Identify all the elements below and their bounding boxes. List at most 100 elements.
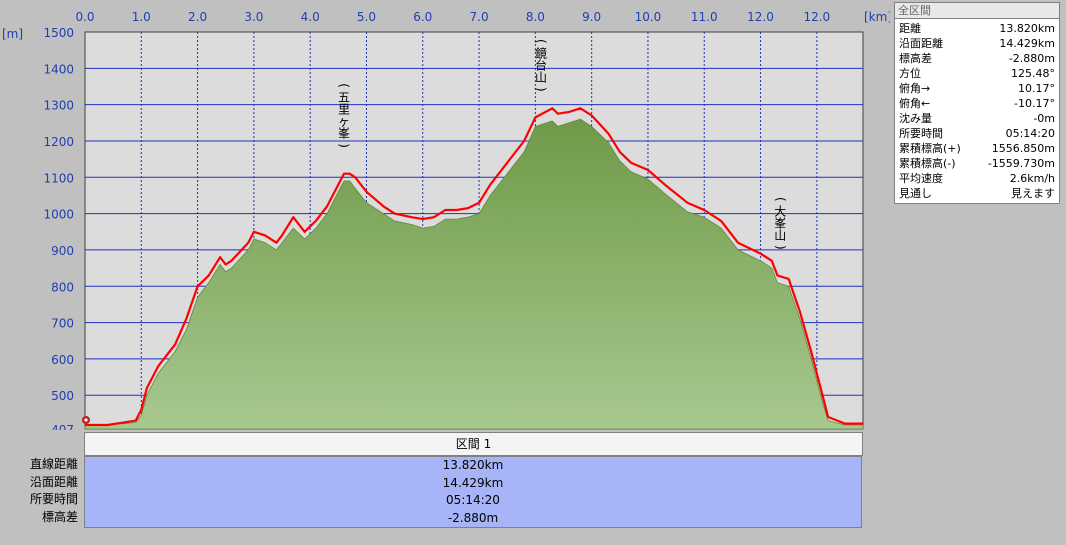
peak-label-char: 台 [535,57,547,72]
y-axis-ticks: 1500 1400 1300 1200 1100 1000 900 800 700 600 500 4… [43,26,74,430]
peak-label-char: ) [534,87,548,92]
summary-row-label: 累積標高(+) [899,142,961,155]
x-tick-label: 5.0 [357,10,376,24]
y-unit-label: [m] [2,27,23,41]
summary-row: 平均速度 2.6km/h [899,171,1055,186]
section-label: 標高差 [41,509,78,524]
terrain-fill [84,118,864,430]
summary-row-value: -0m [1033,112,1055,125]
peak-label-char: 山 [535,70,547,84]
x-tick-label: 1.0 [132,10,151,24]
route-path [85,107,863,427]
summary-row-value: 14.429km [999,37,1055,50]
summary-row-value: -1559.730m [987,157,1055,170]
y-tick-label: 500 [51,389,74,403]
y-tick-label: 1400 [43,62,74,76]
summary-row: 沈み量 -0m [899,111,1055,126]
y-tick-label: 1500 [43,26,74,40]
section-header[interactable]: 区間 1 [84,432,863,456]
summary-row: 所要時間 05:14:20 [899,126,1055,141]
summary-row: 沿面距離 14.429km [899,36,1055,51]
summary-row: 累積標高(-) -1559.730m [899,156,1055,171]
peak-label-char: ) [773,245,787,250]
section-value: 13.820km [442,458,504,472]
peak-label-char: ( [337,83,351,88]
y-tick-label: 600 [51,353,74,367]
peak-label-char: 峯 [774,216,786,230]
x-tick-label: 2.0 [188,10,207,24]
section-label: 所要時間 [29,492,78,506]
summary-row: 距離 13.820km [899,21,1055,36]
summary-row: 累積標高(+) 1556.850m [899,141,1055,156]
summary-row: 標高差 -2.880m [899,51,1055,66]
peak-label-char: 里 [338,103,350,117]
start-marker-icon [82,416,90,424]
section-label: 直線距離 [29,457,78,471]
x-tick-label: 8.0 [526,10,545,24]
summary-row-value: 125.48° [1011,67,1055,80]
summary-row-label: 標高差 [899,52,932,65]
summary-row-label: 沈み量 [899,112,932,125]
x-tick-label: 7.0 [470,10,489,24]
y-tick-label: 800 [51,280,74,294]
y-tick-label: 1100 [43,171,74,185]
x-tick-label: 10.0 [635,10,662,24]
peak-label-char: ( [773,197,787,202]
x-tick-label: 12.0 [747,10,774,24]
x-tick-label: 0.0 [75,10,94,24]
summary-row-label: 累積標高(-) [899,157,956,170]
peak-label-char: ) [337,143,351,148]
summary-row-value: -2.880m [1008,52,1055,65]
summary-row: 俯角← -10.17° [899,96,1055,111]
summary-row-label: 方位 [899,67,921,80]
y-tick-label: 1000 [43,208,74,222]
section-value: 14.429km [442,475,504,490]
summary-row-label: 所要時間 [899,127,943,140]
section-label: 沿面距離 [29,474,78,489]
summary-row-value: 1556.850m [991,142,1055,155]
summary-row-value: 13.820km [999,22,1055,35]
summary-row: 方位 125.48° [899,66,1055,81]
y-tick-label: 1200 [43,135,74,149]
x-tick-label: 4.0 [301,10,320,24]
section-row-labels: 直線距離沿面距離所要時間標高差 [0,456,78,526]
summary-row: 俯角→ 10.17° [899,81,1055,96]
section-value: -2.880m [447,510,499,525]
x-tick-label: 11.0 [691,10,718,24]
peak-label-char: 峯 [338,127,350,141]
summary-row: 見通し 見えます [899,186,1055,201]
y-tick-label: 700 [51,317,74,331]
peak-label-char: 鏡 [535,45,547,60]
x-tick-label: 9.0 [582,10,601,24]
summary-row-label: 距離 [899,22,921,35]
terrain-area [84,118,864,430]
summary-row-label: 沿面距離 [899,37,943,50]
summary-row-label: 平均速度 [899,172,943,185]
y-tick-label: 1300 [43,99,74,113]
y-tick-label: 407 [51,423,74,430]
summary-row-label: 俯角← [899,97,931,110]
summary-row-value: 見えます [1011,187,1055,200]
summary-panel-title: 全区間 [895,3,1059,19]
summary-row-value: 05:14:20 [1005,127,1055,140]
x-tick-label: 6.0 [413,10,432,24]
peak-label-char: 山 [774,228,786,242]
section-value: 05:14:20 [446,493,500,507]
peak-label-char: ( [534,39,548,44]
summary-row-label: 俯角→ [899,82,931,95]
x-tick-label: 3.0 [244,10,263,24]
x-axis-ticks: 0.0 1.0 2.0 3.0 4.0 5.0 6.0 7.0 8.0 9.0 10.0 11.0 12… [75,10,830,24]
summary-row-value: 10.17° [1018,82,1055,95]
summary-row-value: 2.6km/h [1009,172,1055,185]
summary-rows: 距離 13.820km 沿面距離 14.429km 標高差 -2.880m 方位 125.48… [895,19,1059,203]
y-tick-label: 900 [51,244,74,258]
section-values[interactable]: 13.820km 14.429km 05:14:20 -2.880m [84,456,862,528]
x-tick-label: 12.0 [803,10,830,24]
peak-label-char: 大 [774,204,786,218]
elevation-profile-chart[interactable]: 0.0 1.0 2.0 3.0 4.0 5.0 6.0 7.0 8.0 9.0 10.0 11.0 12… [0,0,890,430]
summary-row-value: -10.17° [1014,97,1055,110]
route-line [85,107,863,427]
summary-panel: 全区間 距離 13.820km 沿面距離 14.429km 標高差 -2.880m 方位 12… [894,2,1060,204]
summary-row-label: 見通し [899,187,932,200]
